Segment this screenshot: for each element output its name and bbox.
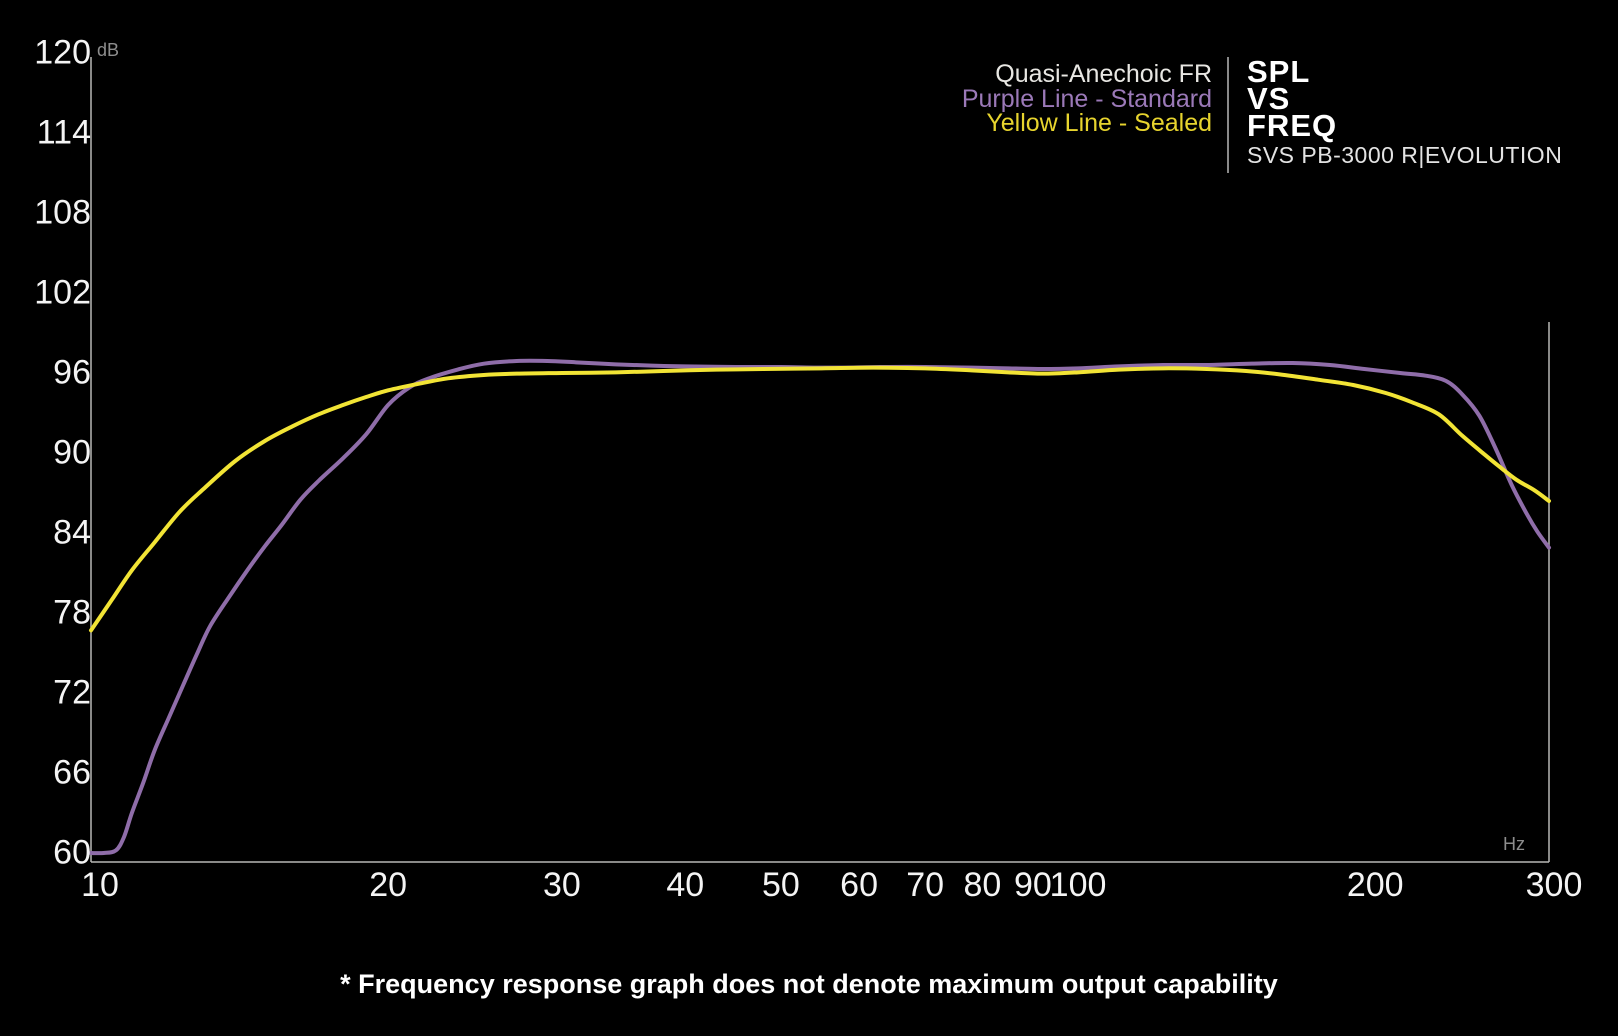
title-freq: FREQ xyxy=(1247,108,1338,143)
legend-sealed-label: Yellow Line - Sealed xyxy=(986,109,1212,137)
x-tick-label: 90 xyxy=(1013,866,1052,904)
x-tick-label: 300 xyxy=(1525,866,1583,904)
sealed-yellow-curve xyxy=(89,365,1551,633)
x-tick-label: 30 xyxy=(543,866,581,904)
legend: Quasi-Anechoic FR Purple Line - Standard… xyxy=(962,62,1212,136)
x-axis-unit-label: Hz xyxy=(1503,834,1525,854)
title-divider-line xyxy=(1227,57,1229,173)
x-tick-label: 70 xyxy=(906,866,945,904)
y-tick-label: 60 xyxy=(53,833,91,872)
y-tick-label: 78 xyxy=(53,593,91,632)
y-tick-label: 90 xyxy=(53,433,91,472)
x-tick-label: 60 xyxy=(840,866,878,904)
product-subtitle: SVS PB-3000 R|EVOLUTION xyxy=(1247,142,1563,168)
x-tick-label: 40 xyxy=(666,866,705,904)
title-spl: SPL xyxy=(1247,54,1311,89)
footnote-disclaimer: * Frequency response graph does not deno… xyxy=(340,969,1278,999)
title-block: SPL VS FREQ SVS PB-3000 R|EVOLUTION xyxy=(1247,54,1563,169)
y-axis-unit-label: dB xyxy=(97,40,120,60)
y-tick-label: 72 xyxy=(53,673,91,712)
y-tick-label: 84 xyxy=(53,513,91,552)
x-tick-label: 200 xyxy=(1346,866,1404,904)
x-tick-label: 10 xyxy=(81,866,119,904)
x-tick-label: 50 xyxy=(762,866,800,904)
standard-purple-curve xyxy=(89,358,1551,856)
y-tick-label: 114 xyxy=(36,113,91,152)
x-tick-label: 20 xyxy=(369,866,408,904)
legend-measurement-label: Quasi-Anechoic FR xyxy=(995,60,1212,88)
title-vs: VS xyxy=(1247,81,1291,116)
y-tick-label: 96 xyxy=(53,353,91,392)
y-tick-label: 66 xyxy=(53,753,91,792)
y-tick-label: 120 xyxy=(34,33,91,72)
x-tick-label: 80 xyxy=(963,866,1002,904)
y-tick-label: 108 xyxy=(34,193,91,232)
x-tick-label: 100 xyxy=(1049,866,1107,904)
legend-standard-label: Purple Line - Standard xyxy=(961,84,1212,113)
y-tick-label: 102 xyxy=(34,273,91,312)
